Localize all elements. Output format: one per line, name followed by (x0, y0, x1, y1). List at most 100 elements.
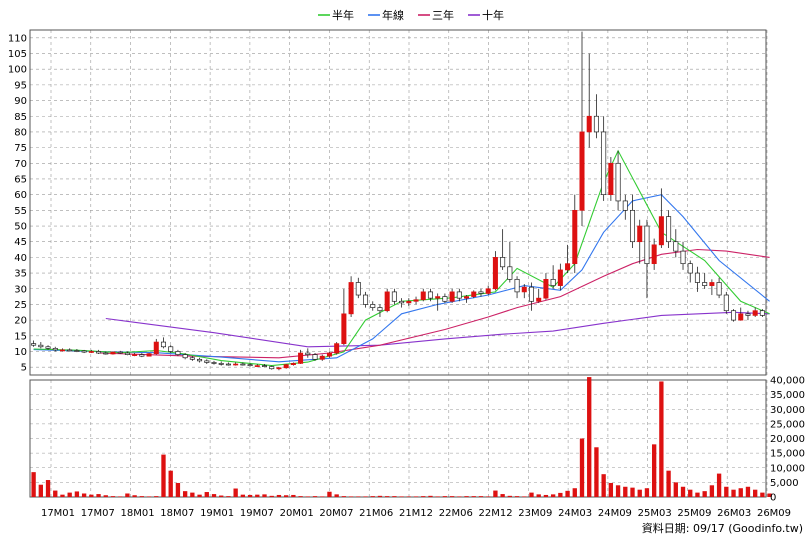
grid (29, 29, 768, 498)
volume-bar (74, 491, 80, 497)
candle-body (485, 288, 491, 294)
candle-body (702, 282, 708, 286)
candle-body (334, 343, 340, 354)
candle-body (182, 354, 188, 359)
volume-bar (731, 489, 736, 497)
volume-bar (139, 496, 145, 497)
candle-body (146, 353, 152, 357)
candle-body (384, 291, 390, 312)
candle-body (377, 307, 383, 312)
volume-bar (529, 492, 534, 497)
candle-body (59, 349, 65, 352)
volume-bar (392, 496, 397, 497)
volume-bar (399, 496, 404, 497)
volume-tick-label: 15,000 (770, 449, 805, 460)
three-year-line (98, 248, 770, 359)
candle-body (442, 296, 448, 302)
x-tick-label: 24M09 (598, 508, 632, 519)
x-tick-label: 24M03 (558, 508, 592, 519)
volume-bar (154, 496, 159, 497)
volume-bar (81, 493, 87, 497)
volume-bar (348, 496, 354, 497)
volume-bar (60, 494, 65, 497)
candle-body (269, 366, 275, 370)
candle-body (153, 341, 159, 355)
price-tick-label: 105 (8, 49, 27, 60)
candle-body (420, 291, 426, 301)
volume-bar (421, 496, 426, 497)
candle-body (738, 313, 744, 321)
volume-bar (356, 496, 361, 497)
volume-bar (637, 489, 642, 497)
volume-bar (630, 487, 635, 497)
x-tick-label: 20M07 (319, 508, 353, 519)
volume-bar (247, 494, 253, 497)
volume-tick-label: 35,000 (770, 390, 805, 401)
moving-average-lines (33, 149, 770, 367)
volume-bar (262, 494, 267, 497)
price-tick-label: 90 (14, 96, 27, 107)
candle-body (572, 209, 578, 265)
legend-label: 三年 (432, 8, 454, 22)
candle-body (637, 225, 643, 243)
volume-bar (435, 496, 440, 497)
volume-bar (659, 381, 664, 497)
volume-bar (190, 492, 195, 497)
volume-bar (587, 377, 592, 497)
volume-bar (601, 474, 606, 497)
volume-bar (312, 496, 318, 497)
volume-tick-label: 0 (770, 493, 776, 504)
price-tick-label: 25 (14, 300, 27, 311)
volume-bar (666, 470, 671, 497)
x-tick-label: 22M06 (439, 508, 473, 519)
volume-bar (67, 492, 72, 497)
candle-body (240, 363, 246, 366)
price-tick-label: 110 (8, 33, 27, 44)
candle-body (45, 346, 51, 349)
volume-bar (767, 493, 772, 497)
candle-body (709, 282, 715, 286)
volume-bar (558, 492, 563, 497)
volume-bar (464, 496, 469, 497)
volume-bar (608, 482, 614, 497)
legend-label: 年線 (382, 8, 404, 22)
volume-bar (211, 494, 217, 497)
candle-body (247, 364, 253, 366)
candle-body (391, 291, 397, 302)
candle-body (74, 350, 80, 352)
candle-body (745, 313, 751, 316)
price-tick-label: 20 (14, 316, 27, 327)
volume-bar (478, 496, 484, 497)
candle-body (528, 286, 535, 302)
volume-bar (370, 496, 375, 497)
legend-label: 半年 (332, 8, 354, 22)
volume-bar (651, 444, 657, 497)
volume-bar (615, 485, 621, 497)
price-tick-label: 75 (14, 143, 27, 154)
volume-bar (413, 496, 419, 497)
volume-bar (702, 491, 707, 497)
volume-bars (31, 377, 772, 497)
candle-body (399, 300, 405, 304)
volume-bar (572, 488, 577, 497)
volume-tick-label: 40,000 (770, 376, 805, 387)
volume-bar (45, 480, 51, 497)
volume-bar (522, 496, 527, 497)
volume-bar (53, 490, 58, 497)
x-tick-label: 17M07 (81, 508, 115, 519)
axes: 5 10 15 20 25 30 35 40 45 50 55 60 65 70 75 80 85 90 95 100… (8, 33, 805, 519)
volume-bar (457, 496, 462, 497)
candle-body (507, 266, 513, 280)
volume-bar (500, 494, 505, 497)
candle-body (305, 352, 311, 355)
candle-body (543, 278, 549, 299)
volume-bar (428, 495, 433, 497)
candle-body (731, 310, 737, 321)
volume-bar (449, 496, 455, 497)
x-tick-label: 25M09 (677, 508, 711, 519)
candle-body (254, 365, 260, 367)
candle-body (427, 291, 433, 299)
candle-body (456, 291, 462, 299)
x-tick-label: 25M03 (638, 508, 672, 519)
x-tick-label: 18M07 (160, 508, 194, 519)
